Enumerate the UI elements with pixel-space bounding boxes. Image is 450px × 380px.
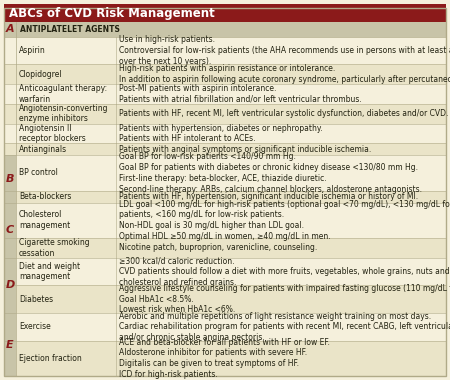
Text: Nicotine patch, buproprion, varenicline, counseling.: Nicotine patch, buproprion, varenicline,…	[119, 244, 317, 252]
Bar	[4, 22, 446, 36]
Text: Goal BP for low-risk patients <140/90 mm Hg.
Goal BP for patients with diabetes : Goal BP for low-risk patients <140/90 mm…	[119, 152, 422, 193]
Bar	[4, 238, 446, 258]
Text: Patients with anginal symptoms or significant inducible ischemia.: Patients with anginal symptoms or signif…	[119, 145, 371, 154]
Bar	[4, 313, 446, 340]
Text: BP control: BP control	[19, 168, 58, 177]
Text: Aggressive lifestyle counseling for patients with impaired fasting glucose (110 : Aggressive lifestyle counseling for pati…	[119, 284, 450, 315]
Text: Aspirin: Aspirin	[19, 46, 46, 55]
Text: Aerobic and multiple repetitions of light resistance weight training on most day: Aerobic and multiple repetitions of ligh…	[119, 312, 450, 342]
Text: B: B	[6, 174, 14, 184]
Text: D: D	[5, 280, 14, 290]
Bar	[4, 191, 446, 203]
Bar	[4, 258, 16, 313]
Bar	[4, 4, 446, 22]
Text: A: A	[6, 24, 14, 34]
Text: Antianginals: Antianginals	[19, 145, 67, 154]
Bar	[4, 203, 16, 258]
Text: Clopidogrel: Clopidogrel	[19, 70, 63, 79]
Text: Angiotensin II
receptor blockers: Angiotensin II receptor blockers	[19, 124, 86, 143]
Text: Ejection fraction: Ejection fraction	[19, 354, 82, 363]
Text: Beta-blockers: Beta-blockers	[19, 192, 72, 201]
Text: E: E	[6, 339, 14, 350]
Bar	[4, 258, 446, 285]
Bar	[4, 313, 16, 376]
Text: ACE and beta-blocker for all patients with HF or low EF.
Aldosterone inhibitor f: ACE and beta-blocker for all patients wi…	[119, 338, 330, 379]
Text: Post-MI patients with aspirin intolerance.
Patients with atrial fibrillation and: Post-MI patients with aspirin intoleranc…	[119, 84, 362, 104]
Bar	[4, 36, 446, 64]
Text: C: C	[6, 225, 14, 235]
Bar	[4, 203, 446, 238]
Text: ≥300 kcal/d caloric reduction.
CVD patients should follow a diet with more fruit: ≥300 kcal/d caloric reduction. CVD patie…	[119, 256, 450, 287]
Bar	[4, 104, 446, 124]
Text: Cigarette smoking
cessation: Cigarette smoking cessation	[19, 238, 90, 258]
Bar	[4, 285, 446, 313]
Text: Diabetes: Diabetes	[19, 295, 53, 304]
Text: ABCs of CVD Risk Management: ABCs of CVD Risk Management	[9, 6, 215, 19]
Bar	[4, 143, 446, 155]
Bar	[4, 155, 16, 203]
Text: Use in high-risk patients.
Controversial for low-risk patients (the AHA recommen: Use in high-risk patients. Controversial…	[119, 35, 450, 66]
Text: Anticoagulant therapy:
warfarin: Anticoagulant therapy: warfarin	[19, 84, 107, 104]
Bar	[4, 340, 446, 376]
Text: Exercise: Exercise	[19, 322, 51, 331]
Bar	[4, 84, 446, 104]
Bar	[4, 155, 446, 191]
Text: Angiotensin-converting
enzyme inhibitors: Angiotensin-converting enzyme inhibitors	[19, 104, 108, 124]
Text: High-risk patients with aspirin resistance or intolerance.
In addition to aspiri: High-risk patients with aspirin resistan…	[119, 64, 450, 84]
Text: Patients with HF, recent MI, left ventricular systolic dysfunction, diabetes and: Patients with HF, recent MI, left ventri…	[119, 109, 448, 118]
Text: Patients with HF, hypertension, significant inducible ischemia or history of MI.: Patients with HF, hypertension, signific…	[119, 192, 418, 201]
Bar	[4, 124, 446, 143]
Bar	[4, 64, 446, 84]
Text: Cholesterol
management: Cholesterol management	[19, 211, 70, 230]
Text: LDL goal <100 mg/dL for high-risk patients (optional goal <70 mg/dL), <130 mg/dL: LDL goal <100 mg/dL for high-risk patien…	[119, 200, 450, 241]
Text: ANTIPLATELET AGENTS: ANTIPLATELET AGENTS	[20, 25, 120, 34]
Text: Patients with hypertension, diabetes or nephropathy.
Patients with HF intolerant: Patients with hypertension, diabetes or …	[119, 124, 323, 143]
Text: Diet and weight
management: Diet and weight management	[19, 262, 80, 282]
